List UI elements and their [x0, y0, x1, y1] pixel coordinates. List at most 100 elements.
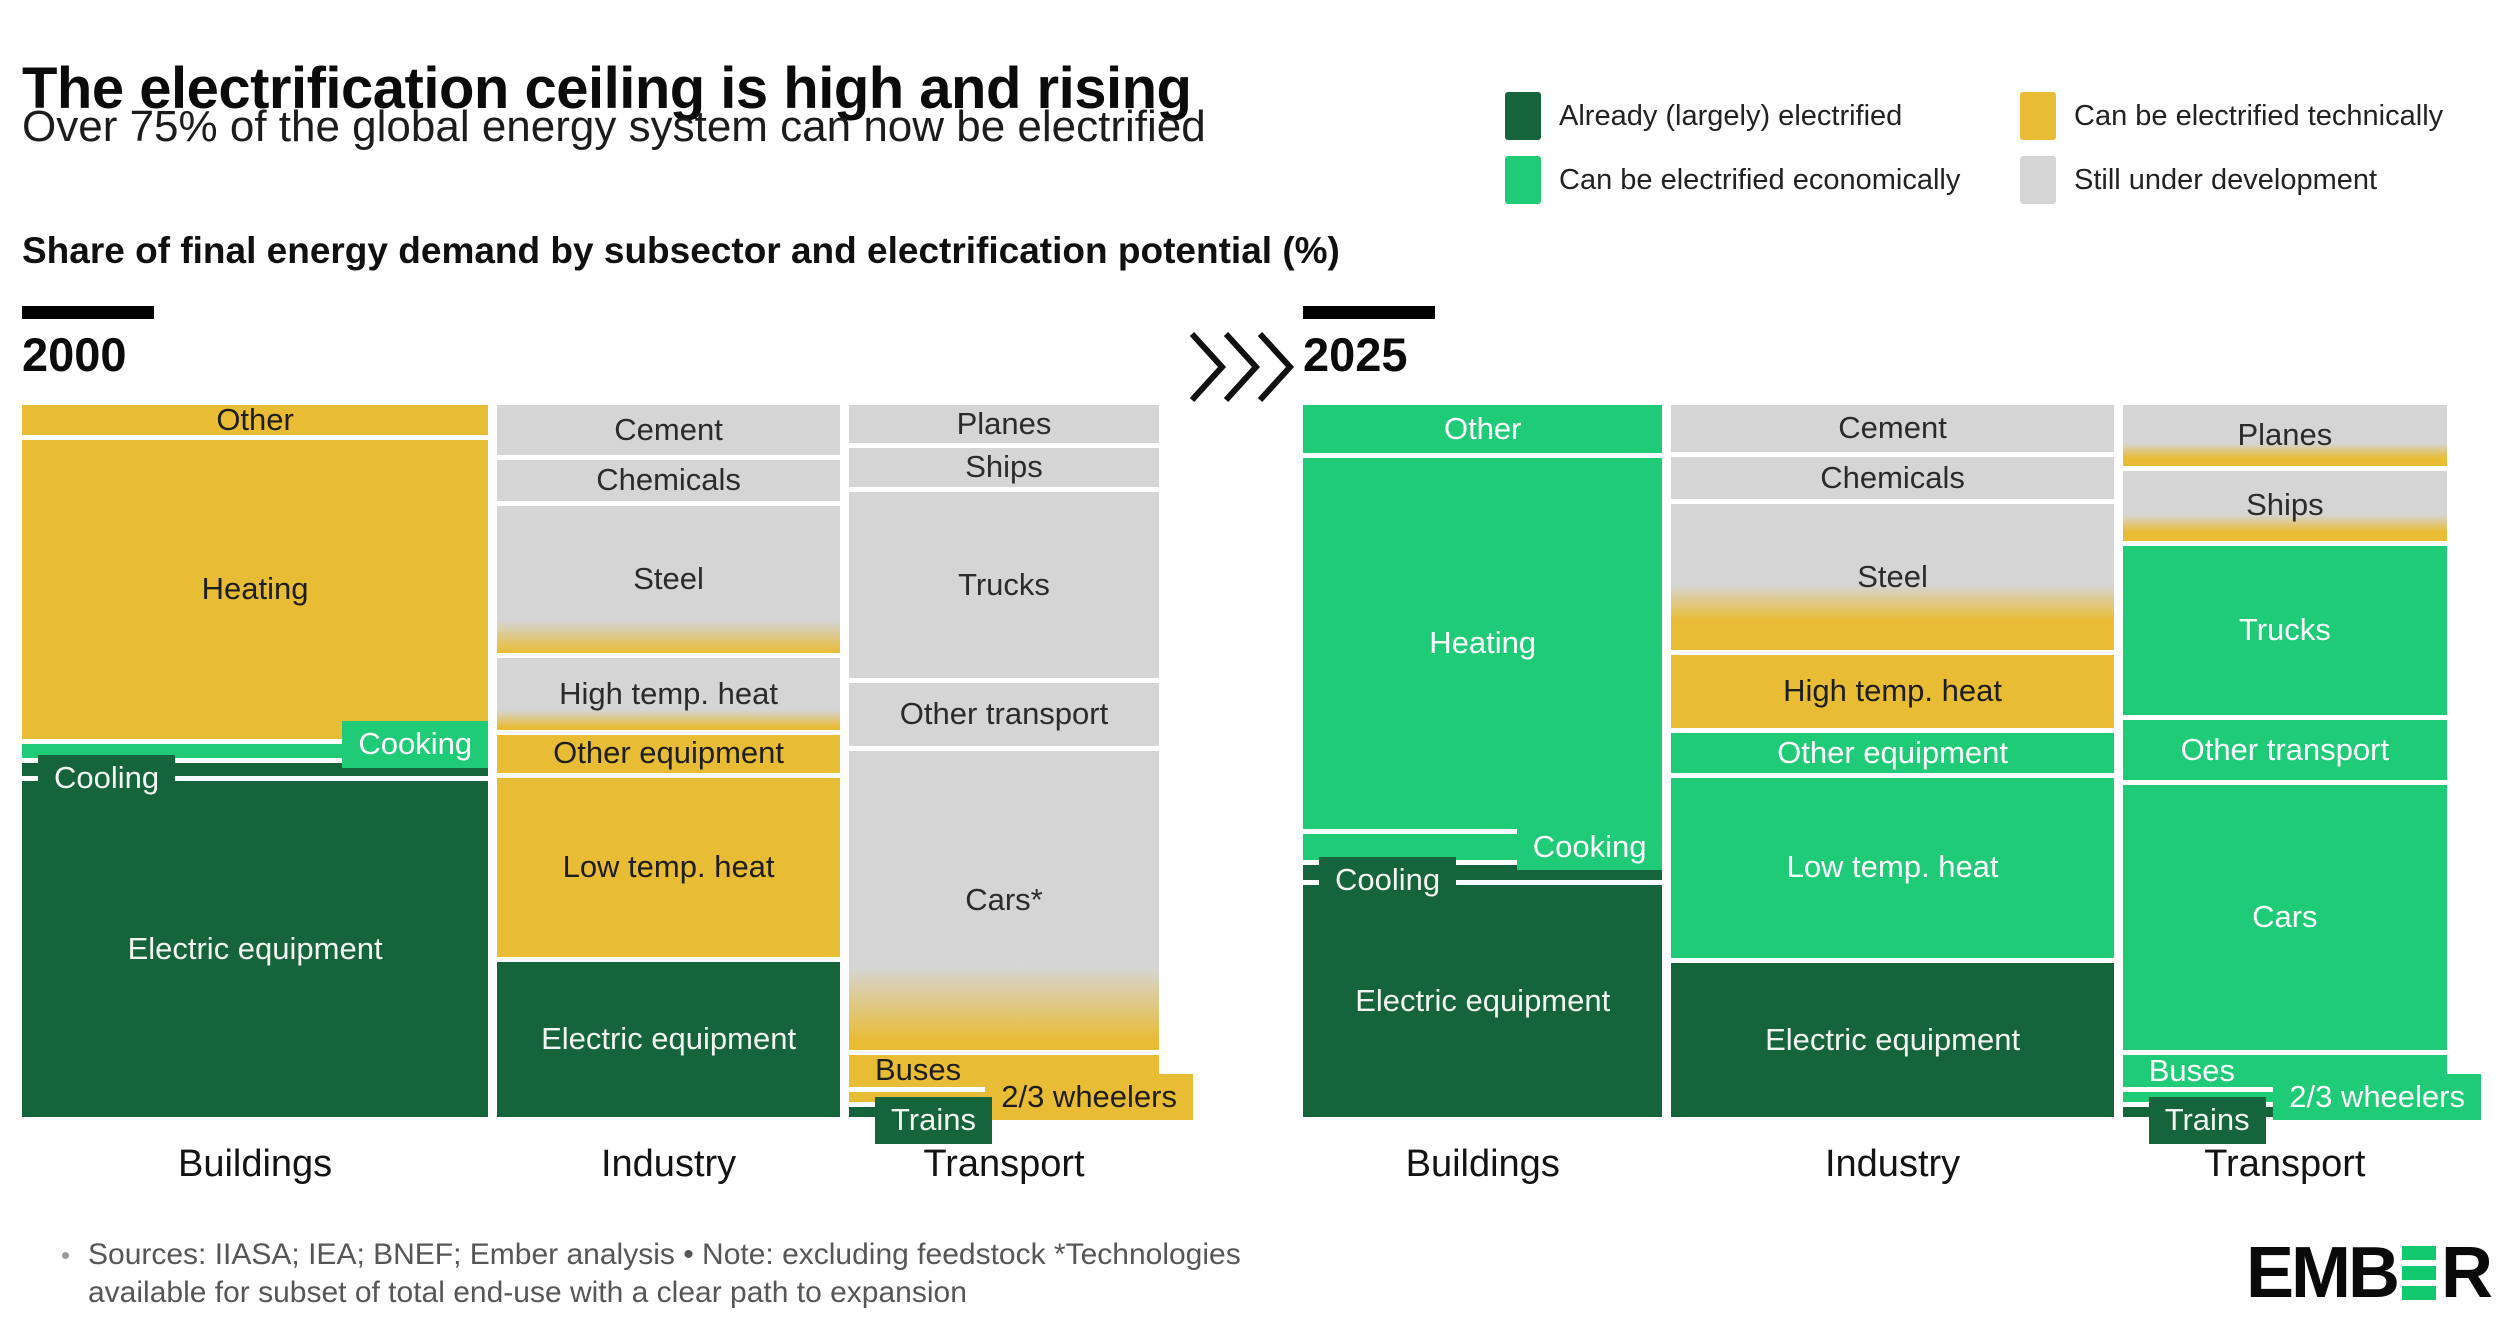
- segment-label-heating: Heating: [1429, 625, 1537, 661]
- segment-low-temp-heat: Low temp. heat: [1671, 777, 2114, 958]
- column-buildings-2025: Other Heating Cooking Cooling Electric equip…: [1303, 405, 1663, 1185]
- segment-label-cooking: Cooking: [342, 720, 489, 768]
- segment-label-steel: Steel: [633, 561, 704, 597]
- segment-label-cars: Cars: [2252, 899, 2318, 935]
- chart-heading: Share of final energy demand by subsecto…: [22, 230, 1340, 271]
- legend-item-already: Already (largely) electrified: [1505, 92, 2020, 140]
- mekko-chart-2000: Other Heating Cooking Cooling Electric equip…: [22, 401, 1193, 1185]
- segment-steel: Steel: [1671, 504, 2114, 651]
- segment-chemicals: Chemicals: [497, 459, 840, 501]
- segment-other: Other: [22, 401, 489, 437]
- segment-label-cooling: Cooling: [1319, 857, 1457, 904]
- legend-swatch-technically: [2020, 92, 2056, 140]
- segment-label-other-equipment: Other equipment: [1777, 734, 2009, 770]
- segment-label-steel: Steel: [1857, 558, 1928, 594]
- segment-label-chemicals: Chemicals: [596, 461, 741, 497]
- segment-electric-equipment: Electric equipment: [497, 962, 840, 1117]
- ember-logo: EMB R: [2246, 1232, 2493, 1314]
- page-title: The electrification ceiling is high and …: [22, 55, 1192, 121]
- segment-label-other: Other: [1443, 410, 1522, 446]
- segment-label-high-temp-heat: High temp. heat: [559, 675, 778, 711]
- segment-other-transport: Other transport: [848, 683, 1159, 746]
- ember-logo-text-prefix: EMB: [2246, 1233, 2400, 1313]
- segment-steel: Steel: [497, 505, 840, 654]
- segment-cooking: Cooking: [22, 720, 489, 768]
- segment-label-other-equipment: Other equipment: [553, 735, 785, 771]
- segment-label-buses: Buses: [874, 1052, 962, 1088]
- year-label: 2000: [22, 328, 127, 381]
- segment-2-3-wheelers: 2/3 wheelers: [2122, 1073, 2481, 1121]
- legend-swatch-already: [1505, 92, 1541, 140]
- segment-label-cooling: Cooling: [38, 754, 176, 802]
- legend-label: Still under development: [2074, 163, 2378, 196]
- footer-bullet: [62, 1252, 69, 1259]
- segment-other-transport: Other transport: [2122, 720, 2447, 781]
- segment-label-other: Other: [216, 401, 294, 437]
- legend-item-technically: Can be electrified technically: [2020, 92, 2500, 140]
- column-transport-2025: Planes Ships Trucks Other transport Cars Buse…: [2122, 405, 2481, 1185]
- axis-label-buildings: Buildings: [1405, 1143, 1560, 1185]
- ember-logo-text-suffix: R: [2441, 1233, 2493, 1313]
- column-transport-2000: Planes Ships Trucks Other transport Cars* Bus…: [848, 405, 1193, 1185]
- segment-cement: Cement: [497, 405, 840, 455]
- column-buildings-2000: Other Heating Cooking Cooling Electric equip…: [22, 401, 489, 1185]
- year-marker-2000: 2000: [22, 306, 154, 382]
- segment-trucks: Trucks: [2122, 545, 2447, 716]
- year-marker-bar: [1303, 306, 1435, 319]
- segment-cars: Cars*: [848, 750, 1159, 1050]
- segment-label-other-transport: Other transport: [899, 696, 1109, 732]
- segment-label-other-transport: Other transport: [2180, 731, 2390, 767]
- legend: Already (largely) electrified Can be ele…: [1505, 92, 2500, 204]
- segment-label-trains: Trains: [2148, 1097, 2266, 1144]
- legend-item-economically: Can be electrified economically: [1505, 156, 2020, 204]
- segment-trucks: Trucks: [848, 491, 1159, 679]
- segment-planes: Planes: [2122, 405, 2447, 466]
- segment-planes: Planes: [848, 405, 1159, 443]
- segment-other-equipment: Other equipment: [497, 734, 840, 773]
- segment-low-temp-heat: Low temp. heat: [497, 777, 840, 958]
- segment-2-3-wheelers: 2/3 wheelers: [848, 1073, 1193, 1121]
- segment-label-ships: Ships: [965, 448, 1043, 484]
- segment-label-electric-equipment: Electric equipment: [127, 930, 383, 966]
- segment-high-temp-heat: High temp. heat: [497, 658, 840, 730]
- axis-label-transport: Transport: [2204, 1143, 2366, 1185]
- legend-swatch-development: [2020, 156, 2056, 204]
- segment-label-cooking: Cooking: [1516, 823, 1663, 871]
- legend-swatch-economically: [1505, 156, 1541, 204]
- chevrons-right-icon: [1188, 330, 1296, 409]
- segment-other: Other: [1303, 405, 1663, 454]
- segment-label-trucks: Trucks: [958, 566, 1050, 602]
- segment-cooking: Cooking: [1303, 823, 1663, 871]
- legend-label: Can be electrified economically: [1559, 163, 1961, 196]
- segment-label-cars: Cars*: [965, 882, 1043, 917]
- segment-high-temp-heat: High temp. heat: [1671, 655, 2114, 729]
- segment-label-buses: Buses: [2148, 1052, 2235, 1088]
- segment-label-planes: Planes: [956, 405, 1052, 441]
- segment-cement: Cement: [1671, 405, 2114, 452]
- segment-chemicals: Chemicals: [1671, 456, 2114, 500]
- segment-label-ships: Ships: [2246, 487, 2324, 523]
- year-marker-2025: 2025: [1303, 306, 1435, 382]
- segment-other-equipment: Other equipment: [1671, 733, 2114, 773]
- segment-ships: Ships: [848, 447, 1159, 487]
- segment-label-low-temp-heat: Low temp. heat: [1786, 849, 1999, 885]
- segment-ships: Ships: [2122, 470, 2447, 541]
- segment-label-2-3-wheelers: 2/3 wheelers: [2273, 1073, 2481, 1121]
- axis-label-buildings: Buildings: [177, 1143, 333, 1185]
- legend-item-development: Still under development: [2020, 156, 2500, 204]
- page-subtitle: Over 75% of the global energy system can…: [22, 102, 1206, 151]
- segment-heating: Heating: [1303, 458, 1663, 829]
- axis-label-industry: Industry: [1824, 1143, 1961, 1185]
- segment-label-electric-equipment: Electric equipment: [1765, 1021, 2021, 1057]
- segment-label-trucks: Trucks: [2238, 612, 2331, 648]
- segment-label-electric-equipment: Electric equipment: [541, 1021, 797, 1057]
- segment-label-cement: Cement: [614, 411, 723, 447]
- ember-logo-green-e-icon: [2402, 1246, 2436, 1300]
- segment-label-planes: Planes: [2237, 417, 2333, 453]
- column-industry-2025: Cement Chemicals Steel High temp. heat Other…: [1671, 405, 2114, 1185]
- segment-electric-equipment: Electric equipment: [1303, 885, 1663, 1117]
- axis-label-industry: Industry: [600, 1143, 737, 1185]
- segment-cooling: Cooling: [22, 754, 489, 802]
- segment-cars: Cars: [2122, 785, 2447, 1051]
- year-label: 2025: [1303, 328, 1408, 381]
